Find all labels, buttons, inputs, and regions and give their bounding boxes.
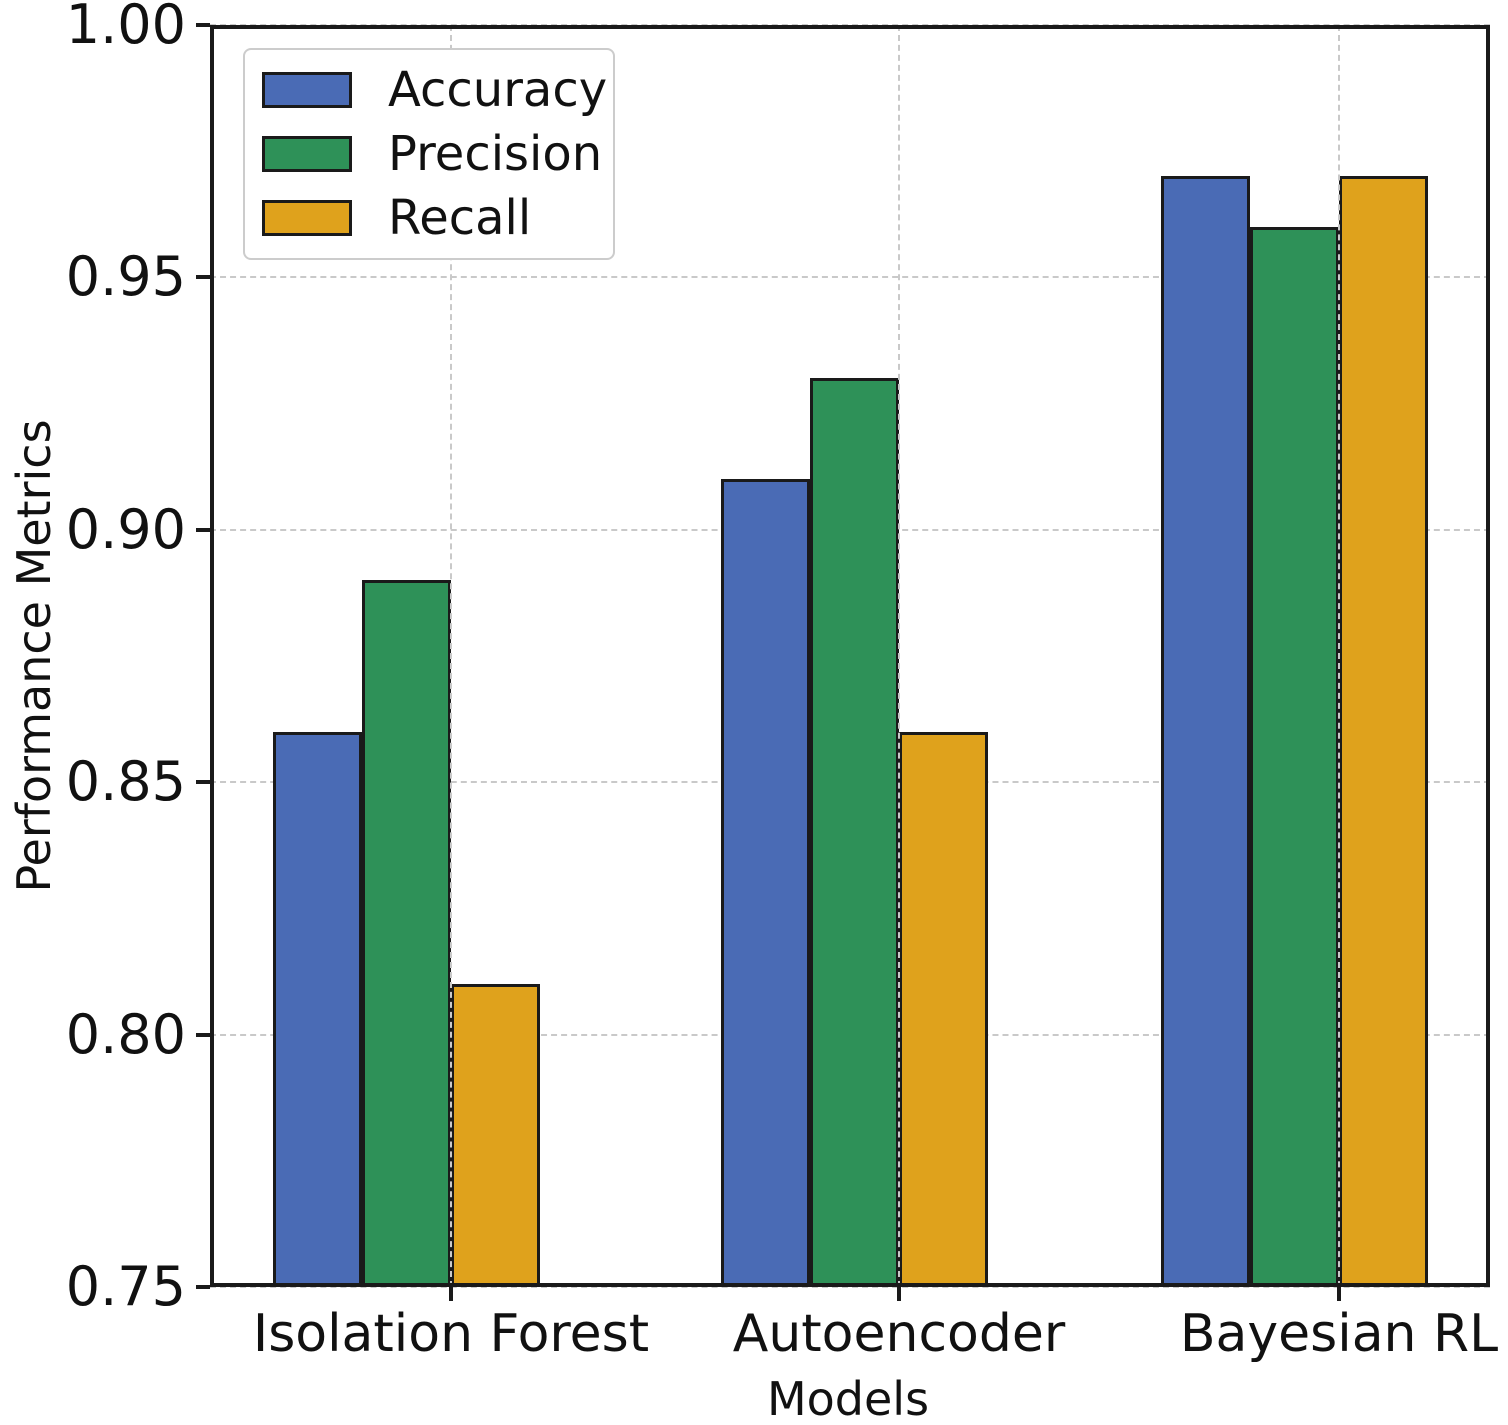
legend-swatch-precision-icon (262, 136, 352, 172)
x-tick-mark (897, 1287, 901, 1301)
y-tick-mark (196, 23, 210, 27)
y-tick-label: 0.95 (65, 245, 186, 308)
legend-label: Accuracy (388, 62, 608, 118)
y-tick-label: 0.85 (65, 750, 186, 813)
x-tick-mark (1337, 1287, 1341, 1301)
bar-accuracy-autoencoder (721, 479, 810, 1287)
bar-precision-bayesian-rl (1250, 227, 1339, 1287)
x-tick-label: Bayesian RL (1179, 1304, 1499, 1364)
gridline-horizontal (210, 24, 1490, 26)
x-axis-title: Models (766, 1372, 930, 1425)
bar-precision-autoencoder (810, 378, 899, 1287)
legend-label: Precision (388, 126, 603, 182)
bar-recall-isolation-forest (451, 984, 540, 1287)
y-tick-label: 0.90 (65, 498, 186, 561)
x-tick-label: Autoencoder (732, 1304, 1066, 1364)
bar-recall-bayesian-rl (1339, 176, 1428, 1287)
bar-accuracy-isolation-forest (273, 732, 362, 1287)
bar-accuracy-bayesian-rl (1161, 176, 1250, 1287)
legend: Accuracy Precision Recall (243, 48, 615, 260)
y-tick-mark (196, 780, 210, 785)
gridline-horizontal (210, 276, 1490, 279)
legend-item-precision: Precision (245, 128, 613, 180)
bar-precision-isolation-forest (362, 580, 451, 1287)
gridline-vertical (898, 25, 900, 1287)
y-tick-mark (196, 527, 210, 532)
y-tick-mark (196, 275, 210, 280)
y-tick-label: 0.75 (65, 1255, 186, 1318)
y-tick-mark (196, 1285, 210, 1289)
plot-area (210, 24, 1490, 1288)
gridline-vertical (1338, 25, 1340, 1287)
legend-swatch-recall-icon (262, 200, 352, 236)
x-tick-mark (449, 1287, 453, 1301)
legend-item-accuracy: Accuracy (245, 64, 613, 116)
gridline-vertical (450, 25, 452, 1287)
y-tick-label: 0.80 (65, 1003, 186, 1066)
legend-swatch-accuracy-icon (262, 72, 352, 108)
gridline-horizontal (210, 1286, 1490, 1288)
y-tick-mark (196, 1032, 210, 1037)
legend-label: Recall (388, 190, 532, 246)
bar-recall-autoencoder (899, 732, 988, 1287)
x-tick-label: Isolation Forest (252, 1304, 650, 1364)
y-tick-label: 1.00 (65, 0, 186, 56)
y-axis-title: Performance Metrics (7, 419, 61, 893)
legend-item-recall: Recall (245, 192, 613, 244)
